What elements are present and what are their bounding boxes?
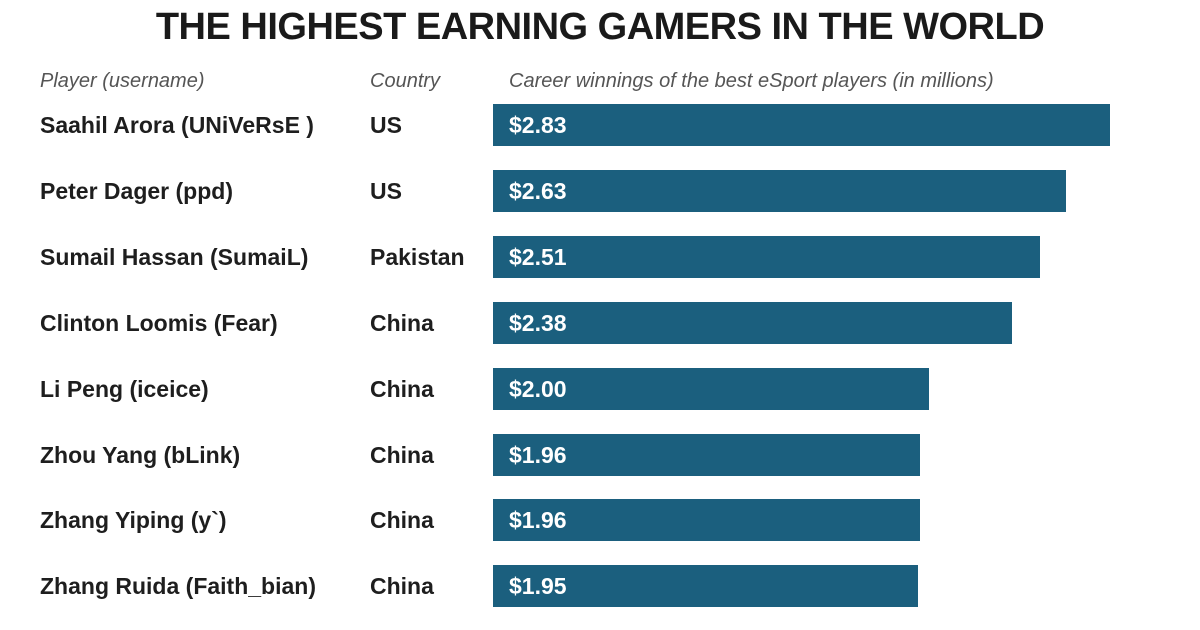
winnings-value-label: $1.96 xyxy=(509,507,567,534)
chart-title: THE HIGHEST EARNING GAMERS IN THE WORLD xyxy=(155,6,1045,48)
player-country: China xyxy=(370,573,434,600)
player-country: China xyxy=(370,441,434,468)
player-name: Peter Dager (ppd) xyxy=(40,177,233,204)
column-header-country: Country xyxy=(370,70,441,92)
winnings-bar: $2.51 xyxy=(493,235,1040,278)
player-name: Saahil Arora (UNiVeRsE ) xyxy=(40,112,314,138)
player-name: Clinton Loomis (Fear) xyxy=(40,309,278,336)
player-country: Pakistan xyxy=(370,243,465,270)
winnings-bar: $2.63 xyxy=(493,169,1066,212)
winnings-value-label: $2.63 xyxy=(509,177,567,204)
winnings-value-label: $1.96 xyxy=(509,441,567,468)
table-row: Sumail Hassan (SumaiL) Pakistan $2.51 xyxy=(0,235,1200,278)
winnings-value-label: $2.00 xyxy=(509,375,567,402)
winnings-bar: $2.38 xyxy=(493,301,1012,344)
winnings-value-label: $2.51 xyxy=(509,243,567,270)
table-row: Zhou Yang (bLink) China $1.96 xyxy=(0,433,1200,476)
player-name: Zhang Yiping (y`) xyxy=(40,507,227,534)
player-country: China xyxy=(370,375,434,402)
player-name: Zhang Ruida (Faith_bian) xyxy=(40,573,316,600)
table-row: Clinton Loomis (Fear) China $2.38 xyxy=(0,301,1200,344)
player-name: Li Peng (iceice) xyxy=(40,375,209,402)
player-name: Zhou Yang (bLink) xyxy=(40,441,241,468)
player-country: China xyxy=(370,309,434,336)
winnings-bar: $1.96 xyxy=(493,499,920,542)
player-name: Sumail Hassan (SumaiL) xyxy=(40,243,309,270)
winnings-bar: $1.95 xyxy=(493,565,918,608)
winnings-value-label: $2.38 xyxy=(509,309,567,336)
winnings-bar: $2.83 xyxy=(493,104,1110,146)
table-row: Zhang Yiping (y`) China $1.96 xyxy=(0,499,1200,542)
winnings-bar: $1.96 xyxy=(493,433,920,476)
table-row: Li Peng (iceice) China $2.00 xyxy=(0,367,1200,410)
column-header-winnings: Career winnings of the best eSport playe… xyxy=(509,70,994,92)
winnings-bar: $2.00 xyxy=(493,367,929,410)
column-header-player: Player (username) xyxy=(40,70,205,92)
player-country: US xyxy=(370,112,402,138)
player-country: US xyxy=(370,177,402,204)
table-row: Zhang Ruida (Faith_bian) China $1.95 xyxy=(0,565,1200,608)
winnings-value-label: $2.83 xyxy=(509,112,567,138)
table-row: Saahil Arora (UNiVeRsE ) US $2.83 xyxy=(0,104,1200,146)
winnings-value-label: $1.95 xyxy=(509,573,567,600)
player-country: China xyxy=(370,507,434,534)
table-row: Peter Dager (ppd) US $2.63 xyxy=(0,169,1200,212)
